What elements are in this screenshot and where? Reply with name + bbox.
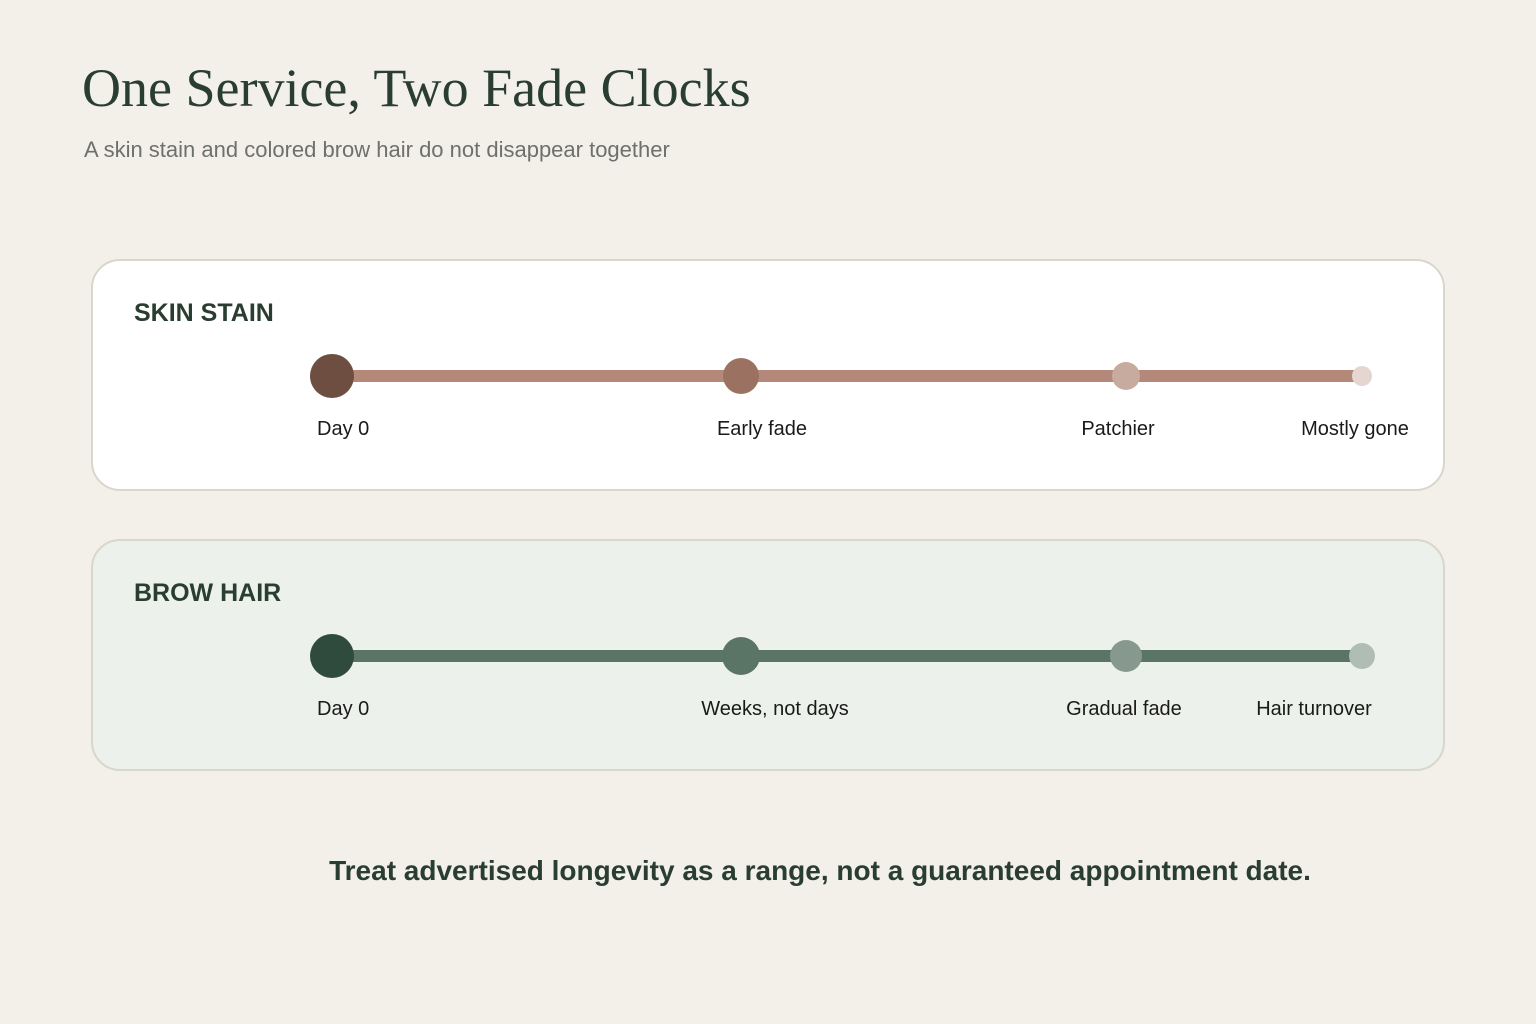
subtitle: A skin stain and colored brow hair do no… xyxy=(84,137,670,162)
stage-label: Mostly gone xyxy=(1301,418,1409,440)
stage-dot xyxy=(722,637,760,675)
stage-label: Early fade xyxy=(717,418,807,440)
stage-dot xyxy=(1349,643,1375,669)
stage-dot xyxy=(310,634,354,678)
stage-dot xyxy=(723,358,759,394)
stage-label: Day 0 xyxy=(317,698,369,720)
stage-label: Hair turnover xyxy=(1256,698,1372,720)
stage-dot xyxy=(1112,362,1140,390)
stage-label: Weeks, not days xyxy=(701,698,848,720)
track-label: BROW HAIR xyxy=(134,579,281,607)
title: One Service, Two Fade Clocks xyxy=(82,58,751,118)
stage-label: Gradual fade xyxy=(1066,698,1182,720)
stage-dot xyxy=(1352,366,1372,386)
footer-note: Treat advertised longevity as a range, n… xyxy=(329,855,1311,886)
stage-dot xyxy=(310,354,354,398)
track-label: SKIN STAIN xyxy=(134,299,274,327)
stage-label: Patchier xyxy=(1081,418,1155,440)
stage-label: Day 0 xyxy=(317,418,369,440)
stage-dot xyxy=(1110,640,1142,672)
